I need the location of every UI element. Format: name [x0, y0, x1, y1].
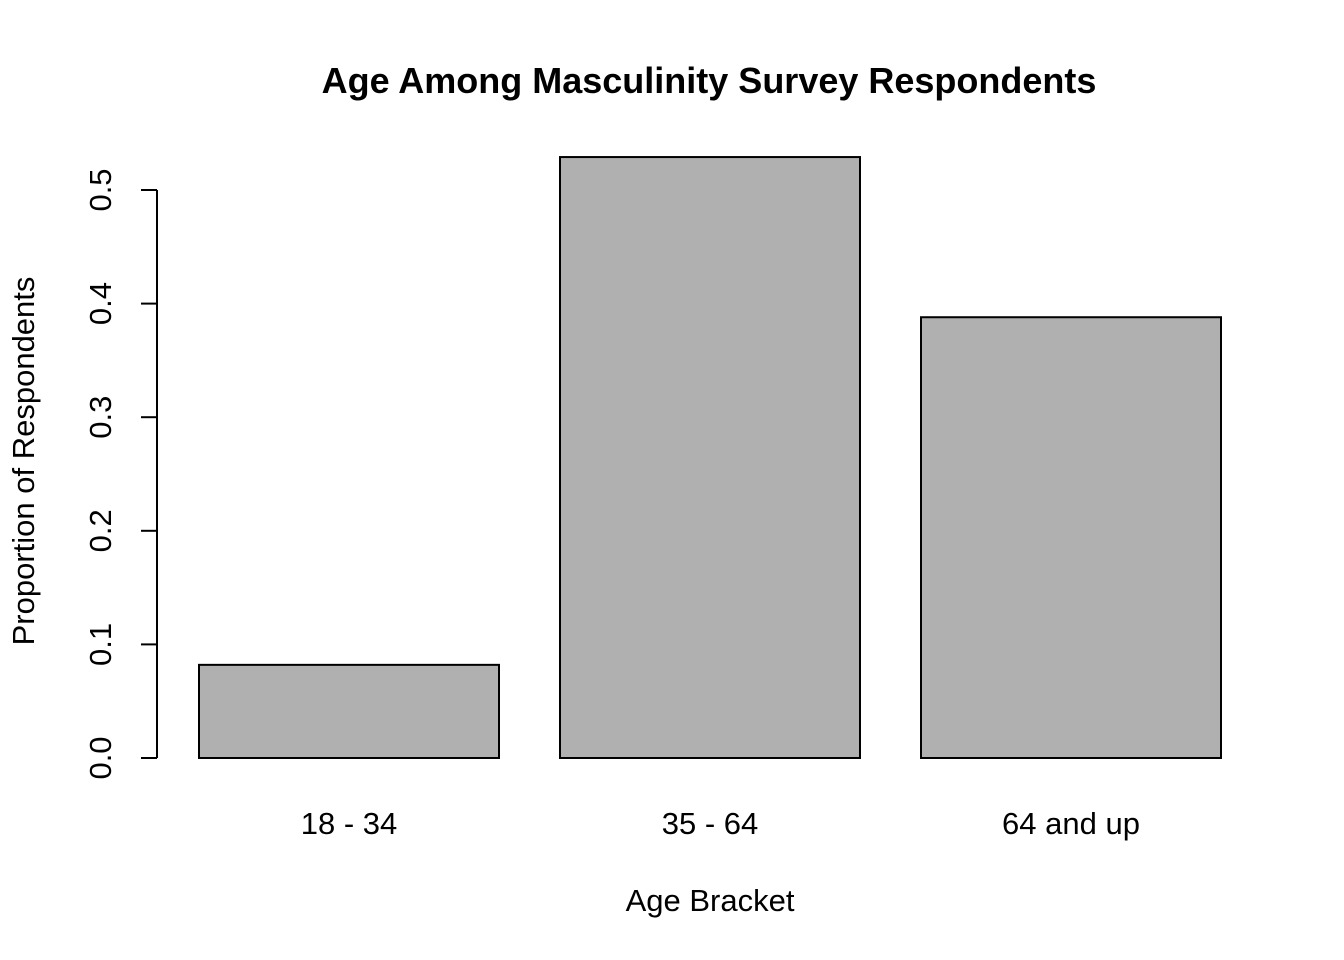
- bar-1: [198, 663, 500, 760]
- y-tick-label: 0.1: [83, 623, 118, 666]
- x-axis-label: Age Bracket: [626, 883, 795, 918]
- bar-3: [920, 316, 1222, 759]
- y-tick-label: 0.3: [83, 396, 118, 439]
- chart-title: Age Among Masculinity Survey Respondents: [322, 60, 1097, 101]
- y-tick-label: 0.0: [83, 736, 118, 779]
- y-tick-label: 0.5: [83, 168, 118, 211]
- y-tick-label: 0.4: [83, 282, 118, 325]
- x-tick-labels: 18 - 34 35 - 64 64 and up: [301, 806, 1140, 841]
- bars-group: [198, 156, 1222, 760]
- y-axis: 0.0 0.1 0.2 0.3 0.4 0.5: [83, 168, 158, 780]
- y-axis-label: Proportion of Respondents: [6, 277, 41, 646]
- x-tick-label-1: 18 - 34: [301, 806, 398, 841]
- y-tick-label: 0.2: [83, 509, 118, 552]
- x-tick-label-2: 35 - 64: [662, 806, 759, 841]
- bar-2: [559, 156, 861, 759]
- x-tick-label-3: 64 and up: [1002, 806, 1140, 841]
